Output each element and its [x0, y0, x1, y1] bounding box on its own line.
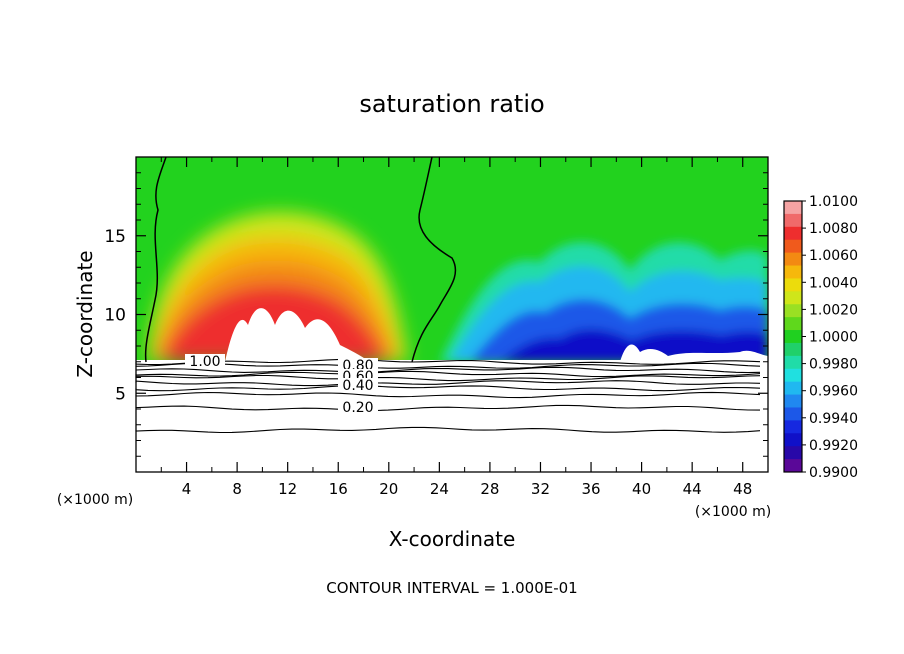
colorbar-label: 0.9960 — [809, 384, 858, 400]
x-tick-label: 40 — [632, 480, 651, 498]
below-cloud-base — [136, 360, 768, 472]
y-axis: 5 10 15 — [104, 172, 768, 457]
colorbar-label: 1.0080 — [809, 221, 858, 237]
x-tick-label: 4 — [182, 480, 192, 498]
colorbar-swatch — [784, 459, 802, 473]
y-tick-label: 5 — [115, 384, 126, 404]
contour-line — [135, 370, 761, 378]
colorbar-swatch — [784, 394, 802, 408]
colorbar-label: 0.9920 — [809, 438, 858, 454]
colorbar-swatch — [784, 239, 802, 254]
contour-label-bg — [185, 354, 225, 368]
contour-line — [135, 391, 761, 399]
contour-interval-note: CONTOUR INTERVAL = 1.000E-01 — [326, 579, 577, 597]
colorbar-swatch — [784, 265, 802, 279]
x-axis-label: X-coordinate — [389, 527, 516, 551]
colorbar-label: 1.0000 — [809, 330, 858, 346]
colorbar-swatch — [784, 291, 802, 305]
contour-label-bg — [338, 358, 378, 372]
contour-line — [135, 404, 761, 412]
colorbar-label: 1.0020 — [809, 302, 858, 318]
x-axis: 4 8 12 16 20 24 28 32 36 40 44 48 — [160, 157, 752, 498]
x-tick-label: 8 — [232, 480, 242, 498]
y-axis-label: Z-coordinate — [73, 250, 97, 377]
x-tick-label: 24 — [430, 480, 449, 498]
x-tick-label: 44 — [683, 480, 702, 498]
contour-label: 0.20 — [342, 400, 373, 416]
contour-line — [135, 374, 761, 382]
colorbar-swatch — [784, 252, 802, 267]
contour-label-bg — [338, 378, 378, 392]
colorbar-swatch — [784, 407, 802, 421]
colorbar-label: 0.9940 — [809, 411, 858, 427]
colorbar-label: 0.9980 — [809, 357, 858, 373]
colorbar-swatch — [784, 317, 802, 331]
y-tick-label: 10 — [104, 306, 126, 326]
colorbar-swatch — [784, 304, 802, 318]
x-tick-label: 28 — [480, 480, 499, 498]
colorbar-label: 1.0060 — [809, 248, 858, 264]
chart-title: saturation ratio — [359, 90, 544, 118]
contour-line — [135, 362, 761, 369]
colorbar-swatch — [784, 381, 802, 396]
colorbar-swatch — [784, 433, 802, 447]
contour-lines: 1.00 0.800.600.400.20 — [135, 354, 761, 434]
colorbar-label: 1.0040 — [809, 275, 858, 291]
contour-label: 0.40 — [342, 378, 373, 394]
contour-line — [411, 157, 457, 363]
contour-line — [135, 358, 761, 366]
x-tick-label: 16 — [329, 480, 348, 498]
colorbar-swatch — [784, 355, 802, 370]
colorbar-swatch — [784, 368, 802, 383]
x-unit-label: (×1000 m) — [695, 504, 771, 520]
x-tick-label: 12 — [278, 480, 297, 498]
x-tick-label: 48 — [733, 480, 752, 498]
colorbar-swatch — [784, 226, 802, 241]
colorbar-label: 0.9900 — [809, 465, 858, 481]
colorbar: 1.0100 1.0080 1.0060 1.0040 1.0020 1.0000 0.99… — [783, 194, 858, 481]
colorbar-swatch — [784, 330, 802, 344]
colorbar-swatch — [784, 420, 802, 434]
contour-line — [135, 426, 761, 434]
cloud-core — [225, 308, 370, 362]
colorbar-swatch — [784, 446, 802, 460]
colorbar-swatch — [784, 213, 802, 228]
contour-line — [135, 380, 761, 387]
contour-line — [135, 385, 761, 392]
colorbar-swatch — [784, 342, 802, 357]
subsaturated-region — [440, 242, 768, 362]
heatmap-field — [136, 157, 768, 472]
contour-line — [144, 157, 167, 363]
y-tick-label: 15 — [104, 227, 126, 247]
contour-line — [135, 366, 761, 374]
x-tick-label: 20 — [379, 480, 398, 498]
y-unit-label: (×1000 m) — [57, 492, 133, 508]
x-tick-label: 32 — [531, 480, 550, 498]
colorbar-label: 1.0100 — [809, 194, 858, 210]
colorbar-swatch — [784, 278, 802, 292]
cloud-core — [620, 344, 768, 362]
contour-label: 1.00 — [189, 354, 220, 370]
contour-label-bg — [338, 400, 378, 414]
x-tick-label: 36 — [581, 480, 600, 498]
colorbar-swatch — [784, 201, 802, 215]
